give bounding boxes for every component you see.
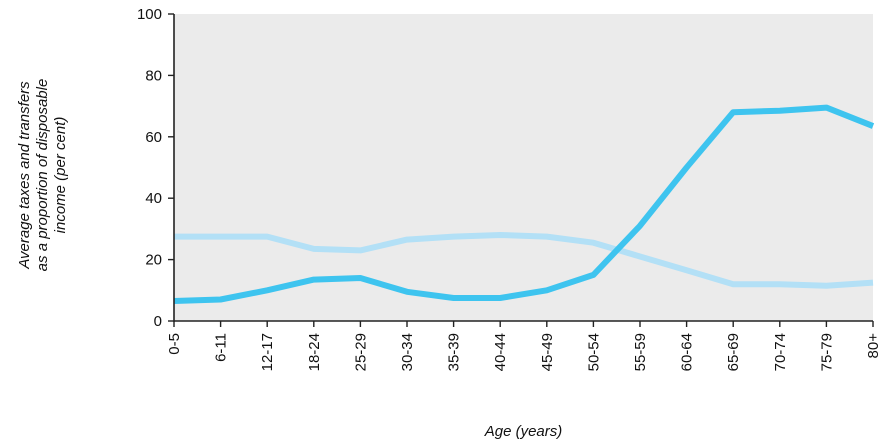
x-tick-label: 70-74 bbox=[772, 333, 789, 371]
x-axis-label: Age (years) bbox=[484, 423, 563, 440]
x-axis-ticks: 0-5 6-11 12-17 18-24 25-29 30-34 35-39 40-44 45-… bbox=[166, 321, 878, 371]
y-axis-label: Average taxes and transfersas a proporti… bbox=[16, 79, 69, 272]
x-tick-label: 60-64 bbox=[679, 333, 696, 371]
x-tick-label: 65-69 bbox=[725, 333, 742, 371]
x-tick-label: 40-44 bbox=[492, 333, 509, 371]
y-tick-label: 20 bbox=[145, 252, 162, 269]
y-tick-label: 100 bbox=[137, 6, 162, 23]
x-tick-label: 30-34 bbox=[399, 333, 416, 371]
x-tick-label: 35-39 bbox=[446, 333, 463, 371]
x-tick-label: 12-17 bbox=[259, 333, 276, 371]
y-axis-label-line: as a proportion of disposable bbox=[34, 79, 51, 272]
x-tick-label: 55-59 bbox=[632, 333, 649, 371]
x-tick-label: 45-49 bbox=[539, 333, 556, 371]
x-tick-label: 75-79 bbox=[818, 333, 835, 371]
series-line-2 bbox=[173, 104, 875, 304]
y-tick-label: 60 bbox=[145, 129, 162, 146]
x-tick-label: 18-24 bbox=[306, 333, 323, 371]
y-tick-label: 40 bbox=[145, 190, 162, 207]
x-tick-label: 80+ bbox=[865, 333, 878, 359]
y-axis-ticks: 0 20 40 60 80 100 bbox=[137, 6, 174, 330]
x-tick-label: 50-54 bbox=[585, 333, 602, 371]
x-tick-label: 25-29 bbox=[352, 333, 369, 371]
series-layer bbox=[173, 104, 875, 304]
y-tick-label: 80 bbox=[145, 67, 162, 84]
y-axis-label-line: Average taxes and transfers bbox=[16, 81, 33, 270]
x-tick-label: 6-11 bbox=[213, 333, 230, 362]
y-axis-label-line: income (per cent) bbox=[52, 117, 69, 234]
x-tick-label: 0-5 bbox=[166, 333, 183, 355]
plot-background bbox=[174, 14, 873, 321]
y-tick-label: 0 bbox=[154, 313, 162, 330]
series-line-1 bbox=[174, 232, 874, 289]
